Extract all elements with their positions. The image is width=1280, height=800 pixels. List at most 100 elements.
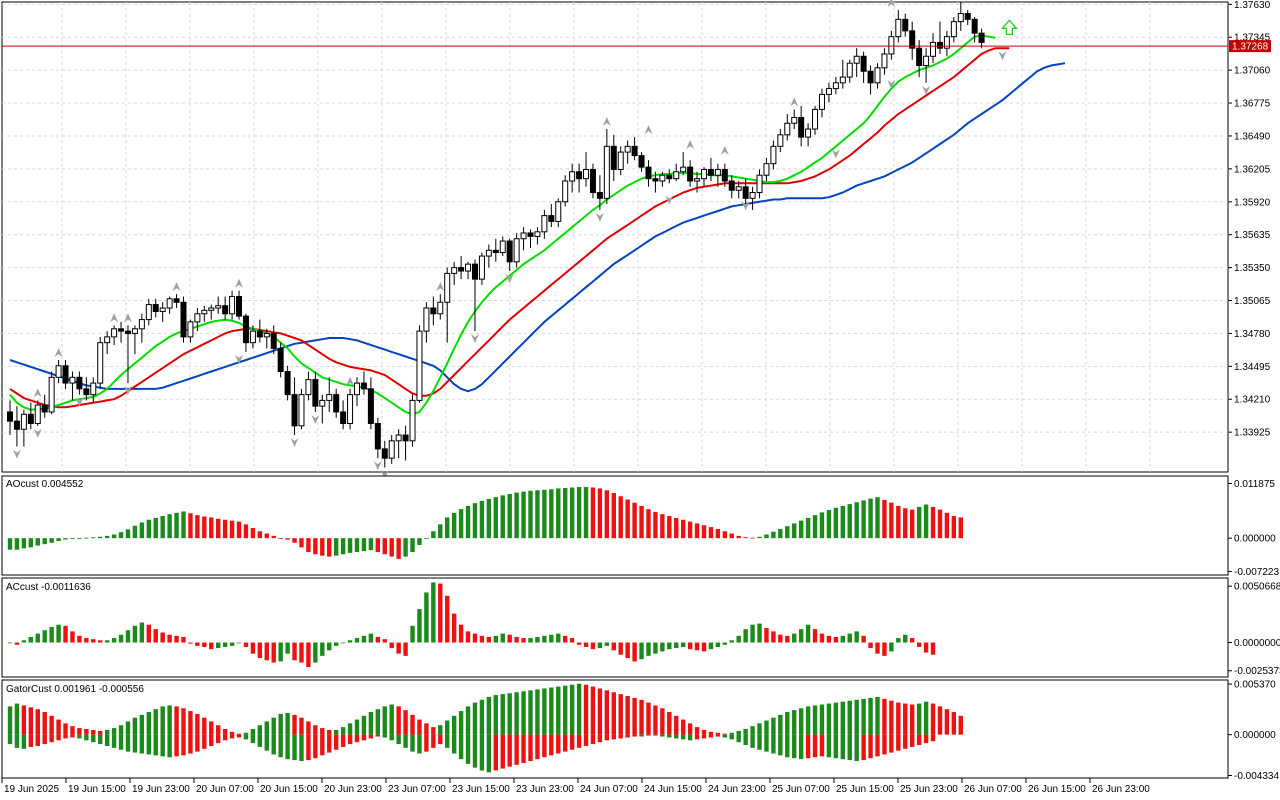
gator-indicator-panel[interactable]: 0.005370 0.000000 -0.004334 [1, 679, 1279, 782]
candle [707, 157, 714, 181]
candle [55, 359, 62, 384]
candle-down [374, 422, 381, 450]
ac-bar [916, 642, 922, 647]
ao-bar [160, 516, 165, 539]
gator-upper-bar [937, 706, 943, 735]
candle [388, 435, 395, 464]
candle-up [895, 18, 902, 38]
gator-lower-bar [229, 734, 235, 739]
gator-lower-bar [896, 734, 901, 751]
ao-bar [403, 538, 408, 557]
fractal-down-marker [998, 51, 1007, 61]
candle-down [312, 379, 319, 407]
candle [152, 298, 159, 318]
gator-lower-bar [160, 734, 165, 757]
candle [520, 227, 527, 251]
gator-upper-bar [202, 717, 207, 735]
gator-lower-bar [28, 734, 34, 747]
candle-up [319, 399, 326, 407]
ac-bar [535, 636, 540, 643]
ao-bar [361, 538, 367, 552]
ac-bar [84, 638, 89, 643]
candle-up [832, 82, 839, 90]
price-y-tick-label: 1.36205 [1234, 164, 1271, 175]
candle-up [874, 67, 881, 84]
gator-lower-bar [7, 734, 13, 745]
ao-bar [958, 517, 963, 539]
ac-frame [1, 577, 1229, 678]
candle-down [638, 155, 645, 168]
gator-upper-bar [882, 698, 887, 735]
gator-upper-bar [923, 701, 929, 735]
ao-bar [410, 538, 415, 552]
gator-upper-bar [632, 697, 637, 735]
gator-upper-bar [333, 729, 339, 735]
candle [423, 302, 430, 343]
gator-upper-bar [521, 691, 526, 735]
gator-lower-bar [750, 734, 755, 748]
ao-bar [680, 519, 686, 539]
gator-lower-bar [604, 734, 610, 741]
price-frame [1, 1, 1229, 473]
candle-up [229, 295, 236, 315]
x-tick-label: 26 Jun 23:00 [1092, 784, 1150, 795]
candle-up [881, 53, 888, 69]
gator-lower-bar [701, 734, 707, 739]
ac-bar [542, 635, 547, 643]
candle-up [763, 163, 770, 176]
ao-bar [292, 538, 297, 543]
ac-bar [465, 631, 471, 643]
candle [513, 232, 520, 268]
gator-lower-bar [465, 734, 471, 764]
gator-lower-bar [174, 734, 179, 757]
blue-ma-line [9, 62, 1066, 393]
ao-bar [916, 506, 922, 539]
gator-upper-bar [243, 732, 249, 735]
candle-down [277, 347, 284, 373]
gator-lower-bar [63, 734, 68, 739]
candle [76, 371, 83, 395]
candle-down [180, 301, 187, 338]
x-tick-label: 25 Jun 15:00 [836, 784, 894, 795]
gator-upper-bar [910, 704, 915, 735]
candle-up [194, 313, 201, 323]
ac-bar [361, 635, 367, 643]
price-panel[interactable]: 1.37630 1.37345 1.37060 1.36775 1.36490 1.362… [1, 0, 1271, 480]
gator-lower-bar [209, 734, 214, 746]
candle-up [888, 36, 895, 55]
candle [215, 296, 222, 314]
candle-up [749, 192, 756, 199]
ao-bar [549, 489, 554, 539]
candle [374, 417, 381, 459]
gator-lower-bar [410, 734, 415, 752]
ao-bar [7, 538, 13, 550]
ao-bar [903, 508, 908, 539]
gator-upper-bar [812, 705, 818, 735]
candle [548, 204, 555, 228]
candle-up [714, 168, 721, 176]
candle [458, 256, 465, 280]
ac-indicator-panel[interactable]: 0.0050668 0.0000000 -0.0025373 [1, 577, 1280, 678]
ac-bar [299, 642, 304, 663]
fractal-down-marker [373, 461, 382, 471]
gator-upper-bar [42, 712, 47, 735]
candle [784, 114, 791, 141]
candle-up [416, 330, 423, 401]
gator-lower-bar [486, 734, 492, 773]
ac-bar [146, 624, 151, 643]
candle-down [291, 394, 298, 427]
gator-upper-bar [514, 692, 519, 735]
ac-bar [243, 642, 249, 647]
ao-bar [646, 509, 651, 539]
candle [978, 28, 985, 49]
ac-bar [771, 631, 776, 643]
gator-lower-bar [222, 734, 228, 741]
candle-down [589, 168, 596, 194]
ao-bar [736, 535, 741, 539]
gator-lower-bar [445, 734, 450, 748]
ao-indicator-panel[interactable]: 0.011875 0.000000 -0.007223 [1, 475, 1279, 578]
gator-upper-bar [63, 723, 68, 735]
ao-bar [882, 499, 887, 539]
gator-lower-bar [500, 734, 505, 769]
